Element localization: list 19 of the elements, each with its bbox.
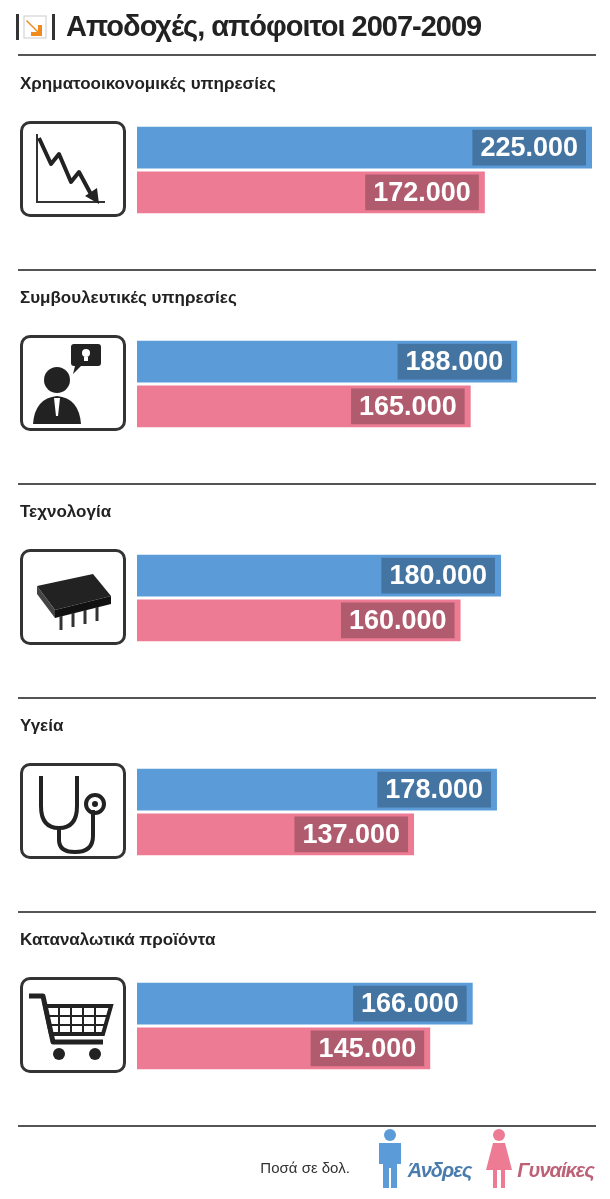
data-label: 188.000 — [405, 345, 504, 376]
data-label: 145.000 — [318, 1032, 417, 1063]
text: Ποσά σε δολ. — [260, 1159, 350, 1176]
y-tick-label: Χρηματοοικονομικές υπηρεσίες — [20, 74, 276, 93]
y-tick-label: Υγεία — [20, 716, 64, 735]
data-label: 137.000 — [302, 818, 401, 849]
legend-label: Άνδρες — [407, 1159, 472, 1182]
data-label: 180.000 — [389, 559, 488, 590]
legend-label: Γυναίκες — [517, 1159, 594, 1182]
data-label: 166.000 — [361, 987, 459, 1018]
chart-title: Αποδοχές, απόφοιτοι 2007-2009 — [66, 10, 482, 43]
y-tick-label: Τεχνολογία — [20, 502, 112, 521]
y-tick-label: Συμβουλευτικές υπηρεσίες — [20, 288, 237, 307]
data-label: 225.000 — [480, 131, 579, 162]
data-label: 160.000 — [348, 604, 447, 635]
y-tick-label: Καταναλωτικά προϊόντα — [20, 930, 216, 949]
data-label: 165.000 — [359, 390, 457, 421]
data-label: 178.000 — [385, 773, 483, 804]
data-label: 172.000 — [373, 176, 471, 207]
